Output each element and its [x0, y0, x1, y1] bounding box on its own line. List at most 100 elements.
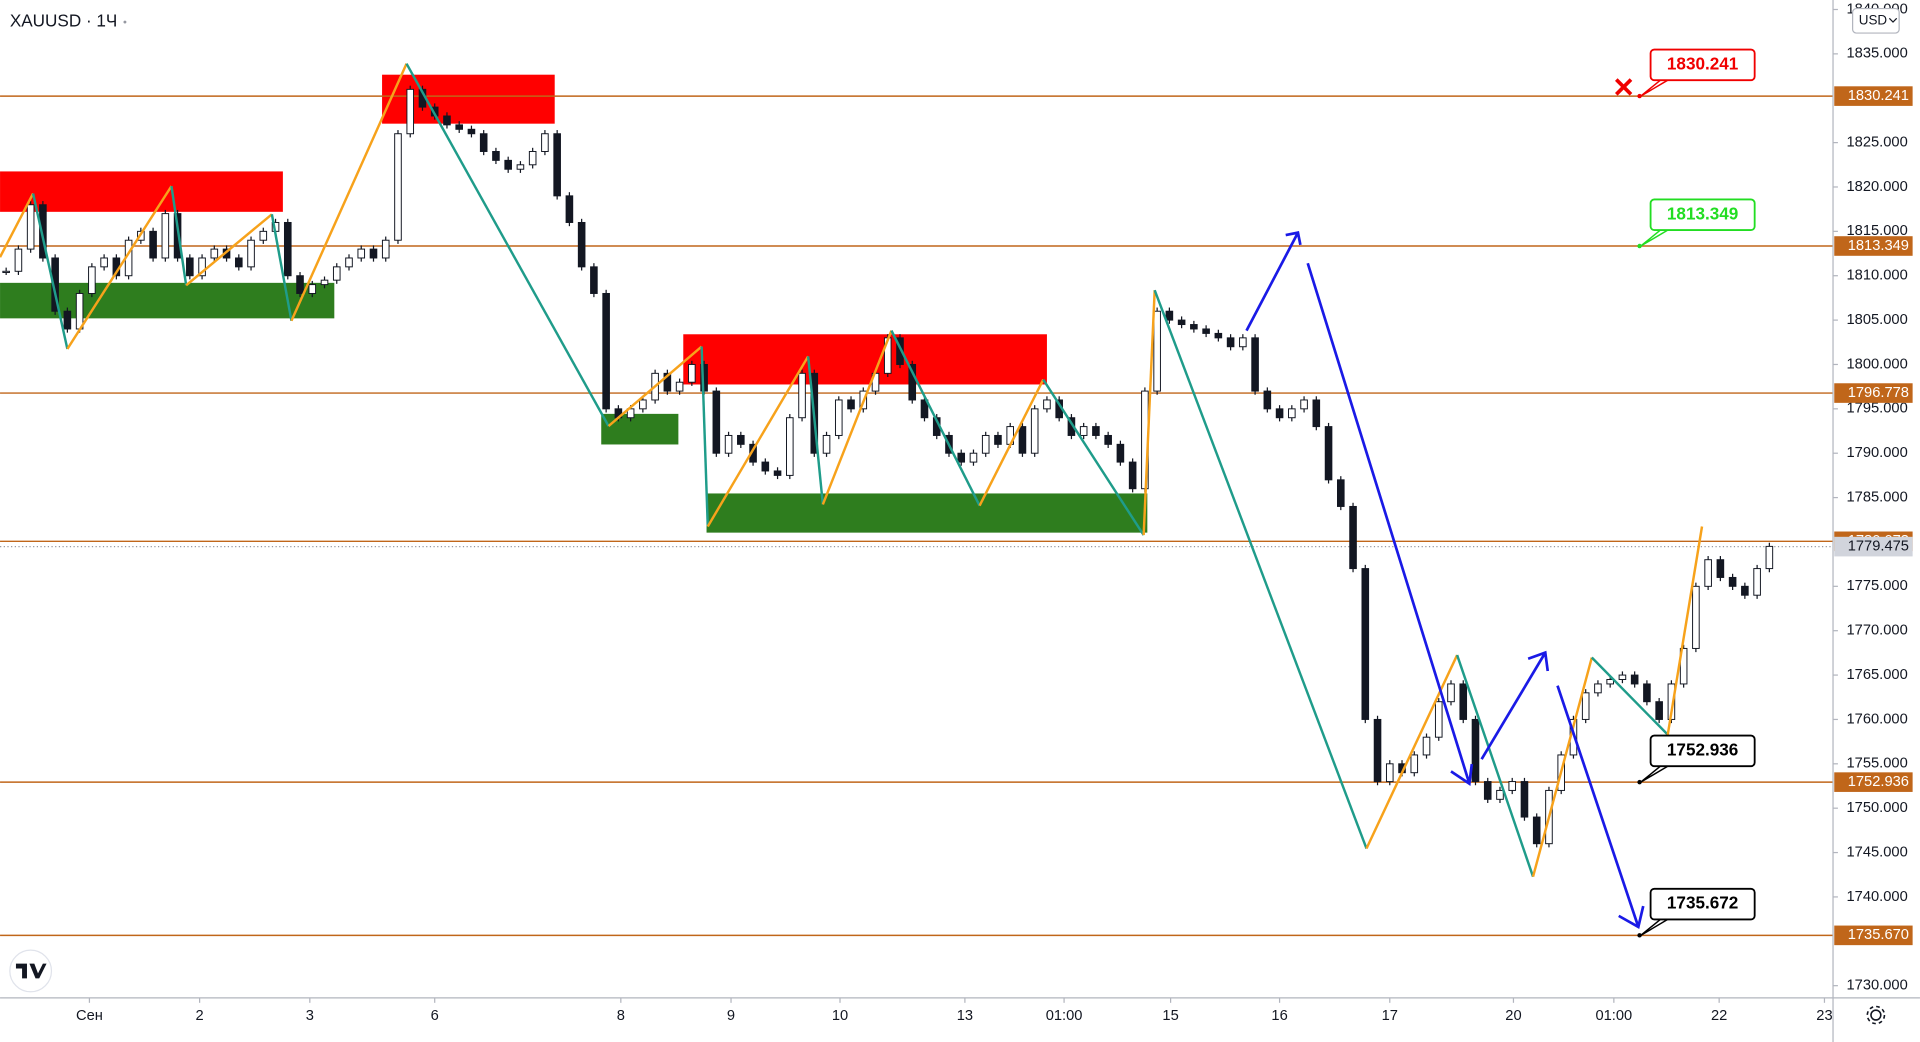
demand-zone — [0, 282, 335, 319]
zigzag-leg — [821, 330, 893, 505]
level-label-bg — [1834, 86, 1913, 106]
zigzag-leg — [607, 345, 703, 428]
candle-body — [39, 204, 47, 259]
arrow — [1556, 685, 1645, 929]
candle-body — [2, 270, 10, 274]
candle-body — [1385, 763, 1394, 783]
candle-body — [1594, 683, 1602, 694]
zigzag-leg — [66, 185, 173, 350]
candle-body — [1532, 816, 1541, 845]
candle-body — [541, 133, 549, 152]
candle-body — [14, 248, 23, 272]
candle-body — [1300, 399, 1308, 410]
candle-body — [1251, 337, 1259, 392]
x-tick-label: 6 — [431, 1008, 439, 1024]
cross-mark — [1615, 78, 1633, 96]
dropdown-caret[interactable] — [1888, 17, 1898, 23]
x-tick-label: 20 — [1505, 1008, 1521, 1024]
y-tick-label: 1800.000 — [1846, 356, 1907, 372]
currency-button[interactable] — [1852, 7, 1900, 34]
callout-box — [1649, 887, 1756, 921]
candle-body — [1239, 337, 1247, 348]
zigzag-leg — [1365, 654, 1459, 850]
callout-anchor — [1637, 933, 1642, 938]
candle-body — [161, 213, 170, 259]
callout-box — [1649, 734, 1756, 768]
demand-zone — [601, 413, 679, 445]
candle-body — [296, 275, 304, 294]
zigzag-leg — [185, 213, 273, 287]
callout-label: 1752.936 — [1667, 739, 1738, 759]
x-tick-label: 8 — [617, 1008, 625, 1024]
candle-body — [308, 284, 317, 294]
candle-body — [577, 221, 586, 268]
candle-body — [1165, 310, 1174, 321]
x-tick-label: 9 — [727, 1008, 735, 1024]
candle-body — [75, 292, 84, 330]
y-tick-label: 1730.000 — [1846, 978, 1907, 994]
candle-body — [479, 133, 488, 152]
y-tick-label: 1785.000 — [1846, 489, 1907, 505]
callout-anchor — [1637, 779, 1642, 785]
callout-box — [1649, 198, 1756, 232]
x-tick-label: 16 — [1271, 1008, 1287, 1024]
last-price-label: 1779.475 — [1848, 538, 1909, 554]
level-label: 1752.936 — [1848, 774, 1909, 790]
candle-body — [1606, 679, 1614, 685]
settings-icon[interactable] — [1866, 1005, 1886, 1025]
candle-body — [1190, 324, 1198, 330]
candle-body — [1043, 399, 1051, 410]
arrow — [1306, 262, 1474, 786]
zones — [0, 74, 1148, 533]
y-tick-label: 1765.000 — [1846, 667, 1907, 683]
candle-body — [1692, 585, 1700, 649]
candle-body — [492, 150, 500, 161]
candle-body — [247, 239, 255, 268]
candle-body — [639, 399, 647, 410]
zigzag — [0, 63, 1704, 878]
callout-label: 1830.241 — [1667, 53, 1739, 73]
candle-body — [969, 452, 978, 463]
candle-body — [1337, 479, 1345, 507]
candle-body — [957, 452, 966, 463]
candle-body — [332, 266, 341, 281]
candle-body — [149, 230, 157, 259]
candle-body — [443, 115, 451, 126]
candle-body — [1092, 426, 1100, 436]
candle-body — [786, 417, 794, 476]
candle-body — [467, 128, 476, 135]
candle-body — [1655, 701, 1663, 720]
callout-pointer — [1640, 918, 1669, 936]
candle-body — [1496, 789, 1504, 800]
candle-body — [1324, 426, 1333, 481]
candle-body — [1349, 505, 1357, 570]
candle-body — [822, 434, 831, 454]
candle-body — [1373, 718, 1382, 783]
candle-body — [1128, 461, 1137, 490]
candle-body — [210, 248, 219, 259]
candle-body — [63, 310, 72, 330]
candle-body — [1434, 701, 1443, 738]
x-tick-label: 22 — [1711, 1008, 1727, 1024]
candle-body — [259, 230, 268, 241]
zigzag-leg — [405, 63, 610, 427]
candle-body — [1116, 443, 1125, 463]
candle-body — [1618, 674, 1627, 680]
candles — [2, 85, 1774, 848]
currency-label[interactable]: USD — [1859, 12, 1888, 27]
candle-body — [1643, 683, 1651, 703]
candle-body — [1447, 683, 1455, 703]
zigzag-leg — [270, 214, 293, 322]
candle-body — [455, 124, 463, 130]
symbol-title: XAUUSD · 1Ч — [10, 11, 118, 31]
time-axis: Сен 2 3 6 8 9 10 13 01:00 15 16 17 20 01:00 22 23 — [76, 997, 1833, 1024]
candle-body — [235, 257, 243, 268]
candle-body — [394, 133, 402, 241]
zigzag-leg — [1531, 657, 1593, 878]
callout-label: 1813.349 — [1667, 203, 1738, 223]
candle-body — [712, 390, 721, 454]
zigzag-leg — [31, 193, 69, 350]
candle-body — [737, 434, 745, 445]
tradingview-logo — [9, 949, 53, 993]
